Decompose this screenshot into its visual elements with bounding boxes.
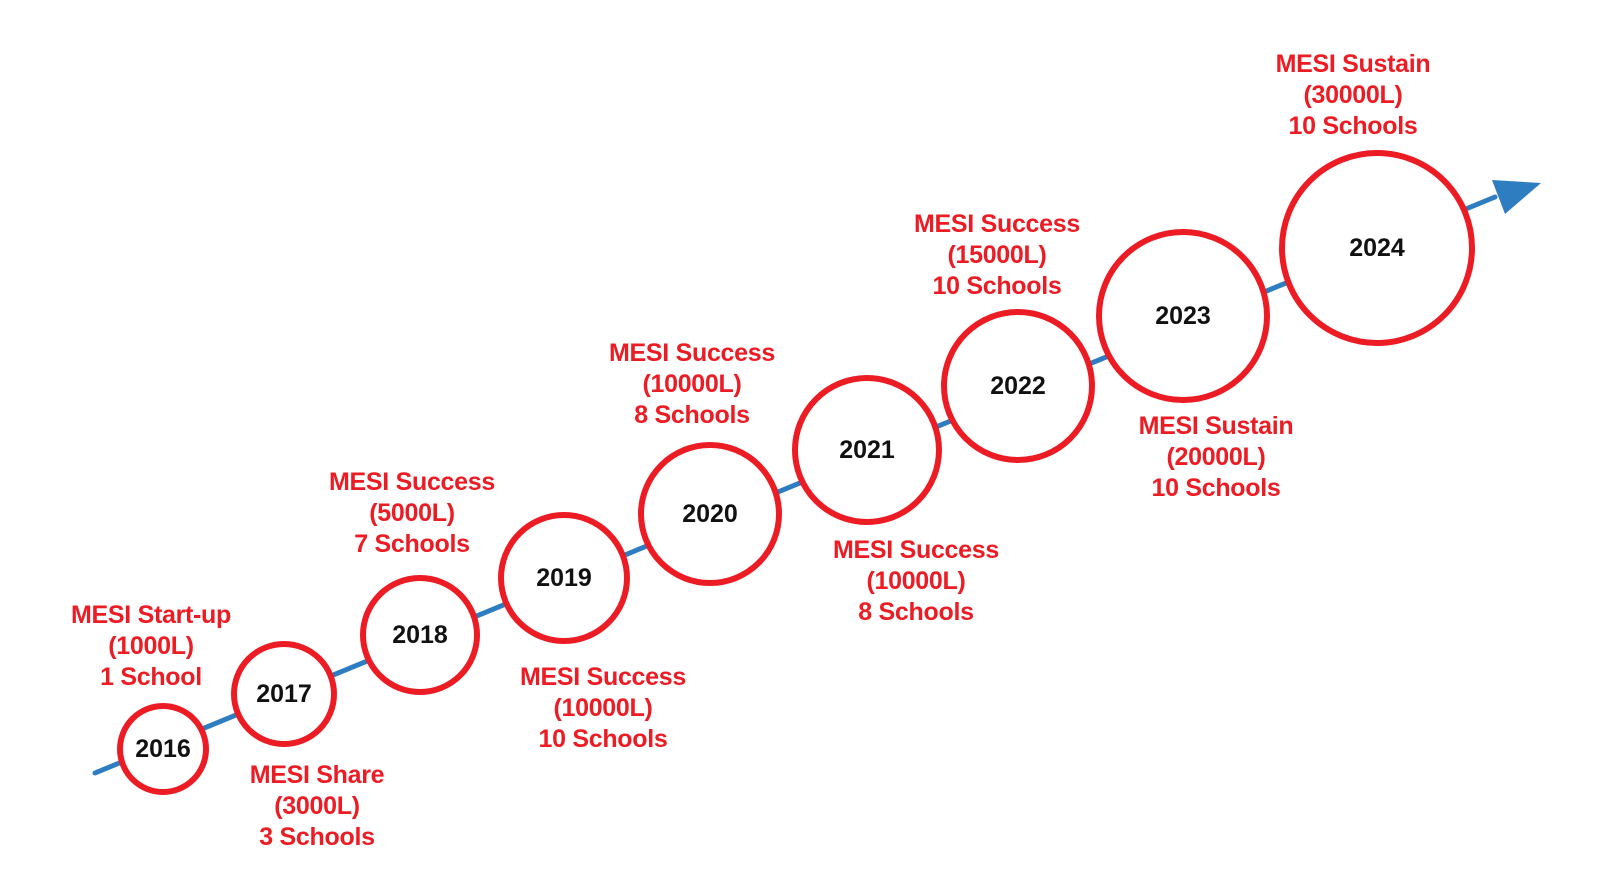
year-label: 2020 [682, 500, 738, 528]
milestone-2023: MESI Sustain (20000L) 10 Schools [1086, 411, 1346, 504]
milestone-schools: 8 Schools [858, 598, 974, 626]
year-circle [1279, 150, 1475, 346]
milestone-title: MESI Start-up [71, 601, 231, 629]
milestone-volume: (3000L) [274, 792, 360, 820]
year-circle [638, 442, 782, 586]
milestone-volume: (10000L) [642, 370, 742, 398]
milestone-volume: (5000L) [369, 499, 455, 527]
year-node-2022: 2022 [941, 309, 1095, 463]
milestone-2020: MESI Success (10000L) 8 Schools [562, 338, 822, 431]
milestone-schools: 10 Schools [932, 272, 1062, 300]
year-node-2017: 2017 [231, 641, 337, 747]
year-node-2023: 2023 [1096, 229, 1270, 403]
milestone-volume: (1000L) [108, 632, 194, 660]
year-label: 2021 [839, 436, 895, 464]
milestone-volume: (20000L) [1166, 443, 1266, 471]
milestone-volume: (30000L) [1303, 81, 1403, 109]
milestone-title: MESI Sustain [1138, 412, 1294, 440]
year-label: 2022 [990, 372, 1046, 400]
milestone-2016: MESI Start-up (1000L) 1 School [21, 600, 281, 693]
milestone-volume: (15000L) [947, 241, 1047, 269]
year-circle [498, 512, 630, 644]
year-label: 2017 [256, 680, 312, 708]
year-circle [360, 575, 480, 695]
year-circle [231, 641, 337, 747]
milestone-2021: MESI Success (10000L) 8 Schools [786, 535, 1046, 628]
milestone-title: MESI Success [609, 339, 775, 367]
milestone-2018: MESI Success (5000L) 7 Schools [282, 467, 542, 560]
milestone-title: MESI Sustain [1275, 50, 1431, 78]
timeline-arrowhead [1492, 180, 1541, 214]
year-label: 2016 [135, 735, 191, 763]
year-node-2020: 2020 [638, 442, 782, 586]
year-node-2021: 2021 [792, 375, 942, 525]
milestone-title: MESI Success [914, 210, 1080, 238]
year-circle [792, 375, 942, 525]
year-label: 2024 [1349, 234, 1405, 262]
milestone-title: MESI Share [249, 761, 385, 789]
milestone-schools: 10 Schools [538, 725, 668, 753]
milestone-title: MESI Success [520, 663, 686, 691]
milestone-2024: MESI Sustain (30000L) 10 Schools [1223, 49, 1483, 142]
milestone-schools: 10 Schools [1151, 474, 1281, 502]
year-circle [117, 703, 209, 795]
year-label: 2019 [536, 564, 592, 592]
milestone-schools: 1 School [100, 663, 202, 691]
year-node-2018: 2018 [360, 575, 480, 695]
year-circle [941, 309, 1095, 463]
year-node-2024: 2024 [1279, 150, 1475, 346]
year-node-2016: 2016 [117, 703, 209, 795]
milestone-2019: MESI Success (10000L) 10 Schools [473, 662, 733, 755]
year-label: 2023 [1155, 302, 1211, 330]
milestone-schools: 7 Schools [354, 530, 470, 558]
milestone-schools: 3 Schools [259, 823, 375, 851]
milestone-schools: 10 Schools [1288, 112, 1418, 140]
year-node-2019: 2019 [498, 512, 630, 644]
milestone-volume: (10000L) [553, 694, 653, 722]
milestone-schools: 8 Schools [634, 401, 750, 429]
milestone-title: MESI Success [833, 536, 999, 564]
milestone-2022: MESI Success (15000L) 10 Schools [867, 209, 1127, 302]
milestone-2017: MESI Share (3000L) 3 Schools [187, 760, 447, 853]
milestone-title: MESI Success [329, 468, 495, 496]
year-label: 2018 [392, 621, 448, 649]
milestone-volume: (10000L) [866, 567, 966, 595]
year-circle [1096, 229, 1270, 403]
